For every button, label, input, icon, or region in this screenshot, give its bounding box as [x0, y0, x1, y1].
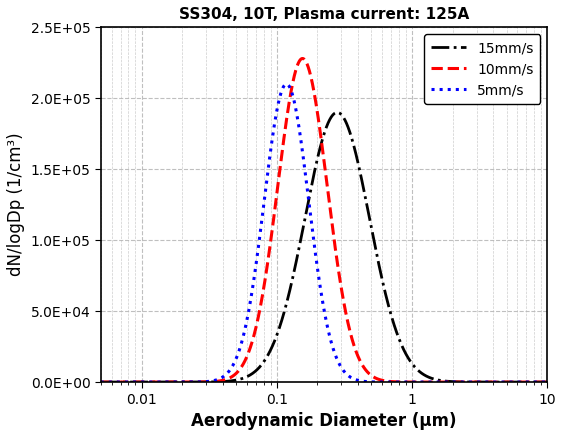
- 10mm/s: [84, 379, 91, 385]
- 15mm/s: [138, 379, 145, 385]
- 5mm/s: [495, 379, 502, 385]
- 10mm/s: [285, 104, 292, 110]
- 10mm/s: [495, 379, 502, 385]
- Line: 10mm/s: 10mm/s: [88, 59, 558, 382]
- 15mm/s: [285, 293, 292, 298]
- 5mm/s: [84, 379, 91, 385]
- 15mm/s: [495, 379, 502, 385]
- 5mm/s: [555, 379, 561, 385]
- 15mm/s: [84, 379, 91, 385]
- 10mm/s: [555, 379, 561, 385]
- Title: SS304, 10T, Plasma current: 125A: SS304, 10T, Plasma current: 125A: [179, 7, 469, 22]
- 15mm/s: [555, 379, 561, 385]
- 15mm/s: [334, 110, 341, 115]
- X-axis label: Aerodynamic Diameter (μm): Aerodynamic Diameter (μm): [191, 412, 457, 430]
- 5mm/s: [265, 168, 271, 173]
- 5mm/s: [138, 379, 145, 385]
- 5mm/s: [285, 83, 292, 88]
- 15mm/s: [546, 379, 552, 385]
- 5mm/s: [166, 379, 173, 385]
- 10mm/s: [138, 379, 145, 385]
- Y-axis label: dN/logDp (1/cm³): dN/logDp (1/cm³): [7, 133, 25, 277]
- 10mm/s: [546, 379, 552, 385]
- 10mm/s: [166, 379, 173, 385]
- 15mm/s: [166, 379, 173, 385]
- Legend: 15mm/s, 10mm/s, 5mm/s: 15mm/s, 10mm/s, 5mm/s: [424, 34, 540, 104]
- 10mm/s: [299, 56, 306, 61]
- 10mm/s: [265, 258, 271, 263]
- 5mm/s: [283, 81, 290, 87]
- 5mm/s: [546, 379, 552, 385]
- Line: 5mm/s: 5mm/s: [88, 84, 558, 382]
- 15mm/s: [265, 352, 271, 357]
- Line: 15mm/s: 15mm/s: [88, 112, 558, 382]
